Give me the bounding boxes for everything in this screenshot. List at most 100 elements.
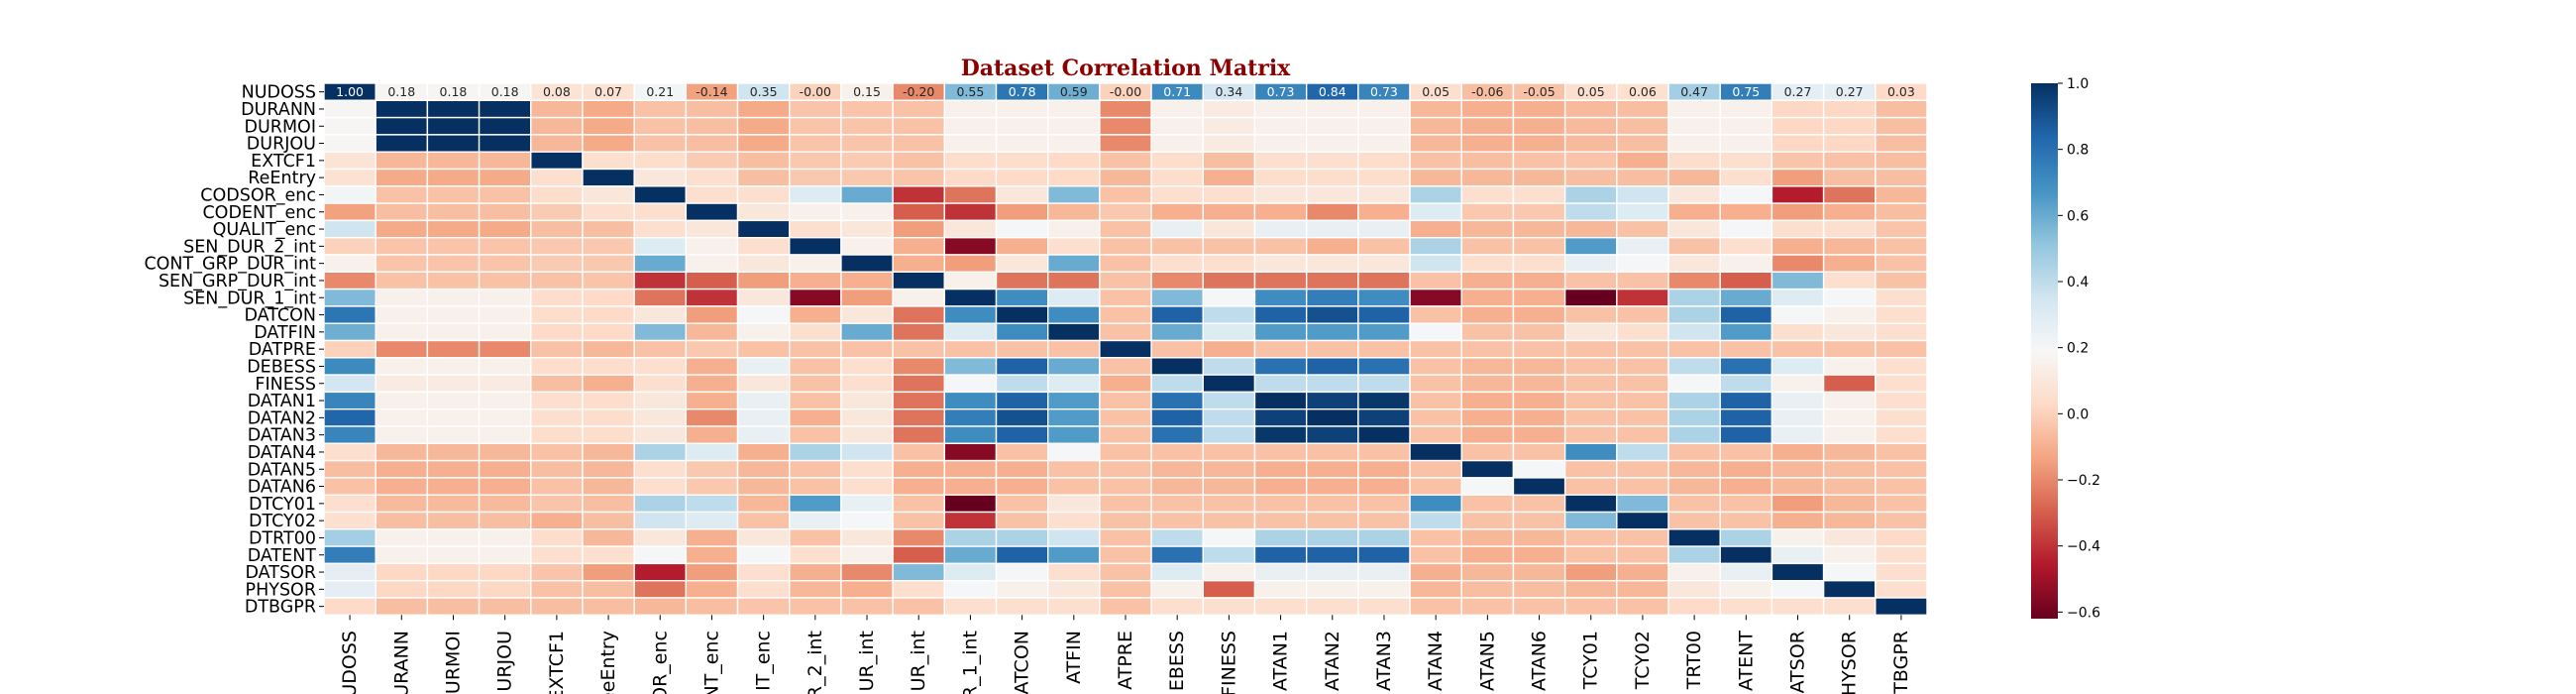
- heatmap-cell: [1099, 374, 1152, 394]
- heatmap-cell: [789, 580, 842, 599]
- heatmap-cell: [1150, 442, 1204, 462]
- heatmap-cell: [1202, 545, 1256, 565]
- heatmap-cell: [789, 562, 842, 582]
- cell-annotation: 0.08: [543, 84, 571, 99]
- heatmap-cell: [1719, 339, 1773, 359]
- heatmap-cell: [1822, 202, 1877, 222]
- heatmap-cell: [1822, 408, 1877, 427]
- heatmap-cell: [1150, 459, 1204, 479]
- row-label: PHYSOR: [246, 580, 316, 600]
- heatmap-cell: [685, 116, 739, 136]
- heatmap-cell: [1047, 545, 1101, 565]
- heatmap-cell: [1253, 511, 1308, 530]
- heatmap-cell: [1822, 459, 1877, 479]
- heatmap-cell: [530, 597, 584, 616]
- heatmap-cell: [478, 236, 532, 256]
- heatmap-cell: [1822, 477, 1877, 496]
- heatmap-cell: [1667, 391, 1721, 410]
- heatmap-cell: [892, 442, 946, 462]
- heatmap-cell: [375, 202, 429, 222]
- heatmap-cell: [1047, 185, 1101, 204]
- heatmap-cell: [840, 134, 894, 153]
- heatmap-cell: [1563, 219, 1618, 239]
- heatmap-cell: [892, 477, 946, 496]
- row-label: ReEntry: [248, 169, 316, 188]
- heatmap-cell: [633, 357, 688, 376]
- heatmap-cell: [323, 134, 376, 153]
- heatmap-cell: [1150, 374, 1204, 394]
- heatmap-cell: [943, 494, 998, 514]
- cell-annotation: 0.71: [1163, 84, 1191, 99]
- row-label: SEN_GRP_DUR_int: [159, 272, 316, 291]
- heatmap-cell: [736, 202, 791, 222]
- heatmap-cell: [892, 116, 946, 136]
- column-label: IT_enc: [753, 631, 775, 691]
- heatmap-cell: [943, 305, 998, 324]
- heatmap-cell: [1512, 288, 1566, 307]
- heatmap-cell: [426, 528, 481, 547]
- heatmap-cell: [685, 391, 739, 410]
- heatmap-cell: [1047, 271, 1101, 290]
- heatmap-cell: [840, 339, 894, 359]
- heatmap-cell: [1771, 442, 1825, 462]
- heatmap-cell: [1822, 236, 1877, 256]
- heatmap-cell: [1563, 442, 1618, 462]
- heatmap-cell: [1771, 580, 1825, 599]
- heatmap-cell: [1616, 528, 1669, 547]
- heatmap-cell: [1822, 442, 1877, 462]
- heatmap-cell: [478, 459, 532, 479]
- heatmap-cell: [789, 219, 842, 239]
- cell-annotation: -0.20: [903, 84, 934, 99]
- heatmap-cell: [1253, 288, 1308, 307]
- heatmap-cell: [1305, 99, 1359, 119]
- heatmap-cell: [943, 459, 998, 479]
- heatmap-cell: [375, 288, 429, 307]
- heatmap-cell: [1253, 442, 1308, 462]
- cell-annotation: 0.73: [1267, 84, 1295, 99]
- heatmap-cell: [1822, 580, 1877, 599]
- heatmap-cell: [1099, 528, 1152, 547]
- heatmap-cell: [1047, 305, 1101, 324]
- heatmap-cell: [1460, 219, 1515, 239]
- heatmap-cell: [1875, 254, 1928, 273]
- heatmap-cell: [1822, 134, 1877, 153]
- heatmap-cell: [1667, 545, 1721, 565]
- heatmap-cell: [1253, 597, 1308, 616]
- heatmap-cell: [1563, 202, 1618, 222]
- heatmap-cell: [478, 562, 532, 582]
- heatmap-cell: [426, 339, 481, 359]
- heatmap-cell: [1047, 202, 1101, 222]
- heatmap-cell: [1253, 254, 1308, 273]
- heatmap-cell: [1771, 202, 1825, 222]
- heatmap-cell: [1563, 254, 1618, 273]
- heatmap-cell: [1719, 580, 1773, 599]
- heatmap-cell: [1875, 391, 1928, 410]
- heatmap-cell: [943, 580, 998, 599]
- heatmap-cell: [892, 374, 946, 394]
- heatmap-cell: [478, 339, 532, 359]
- heatmap-cell: [1253, 99, 1308, 119]
- heatmap-cell: [1460, 254, 1515, 273]
- heatmap-cell: [323, 459, 376, 479]
- heatmap-cell: [789, 374, 842, 394]
- row-label: DATPRE: [249, 340, 316, 360]
- heatmap-cell: [1305, 511, 1359, 530]
- heatmap-cell: [1719, 459, 1773, 479]
- heatmap-cell: [1822, 391, 1877, 410]
- heatmap-cell: [1667, 528, 1721, 547]
- heatmap-cell: [1460, 597, 1515, 616]
- heatmap-cell: [426, 408, 481, 427]
- heatmap-cell: [1563, 477, 1618, 496]
- heatmap-cell: [1563, 151, 1618, 171]
- heatmap-cell: [1409, 288, 1462, 307]
- heatmap-cell: [426, 116, 481, 136]
- heatmap-cell: [1253, 116, 1308, 136]
- heatmap-cell: [1460, 357, 1515, 376]
- heatmap-cell: [1719, 545, 1773, 565]
- heatmap-cell: [1150, 597, 1204, 616]
- heatmap-cell: [1047, 374, 1101, 394]
- heatmap-cell: [1563, 408, 1618, 427]
- heatmap-cell: [1460, 374, 1515, 394]
- heatmap-cell: [633, 391, 688, 410]
- heatmap-cell: [1616, 322, 1669, 342]
